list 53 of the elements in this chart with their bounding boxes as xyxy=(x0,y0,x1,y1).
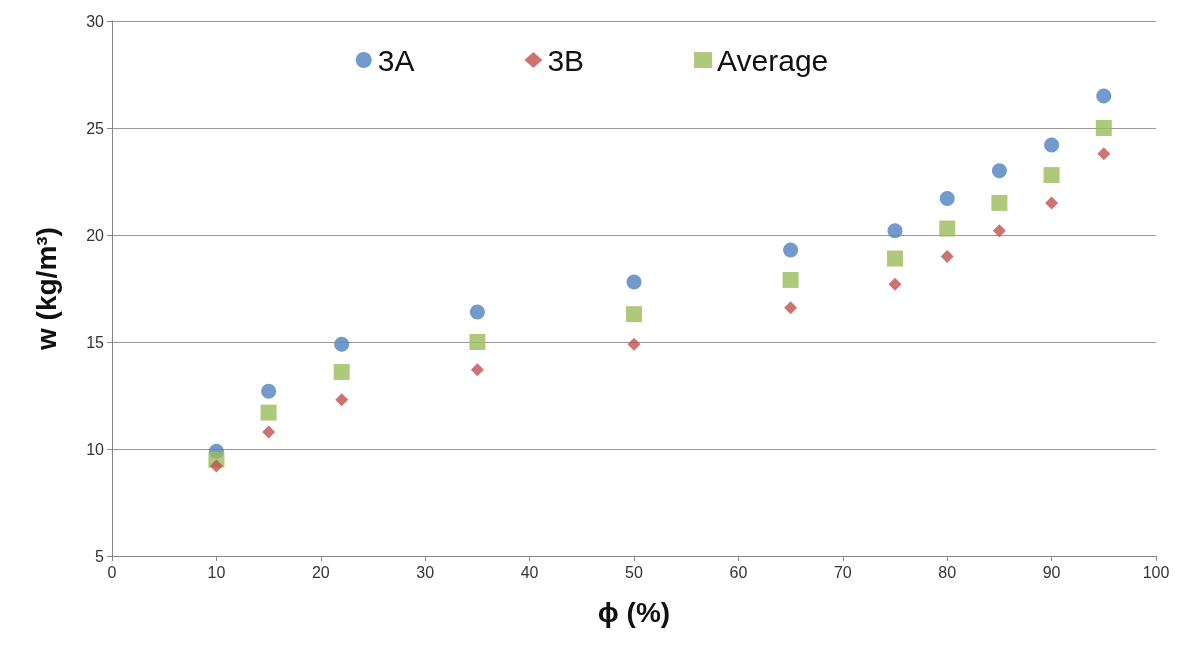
x-tick-label: 90 xyxy=(1042,563,1061,581)
point xyxy=(1045,196,1059,210)
y-tick-label: 30 xyxy=(86,12,105,30)
point xyxy=(333,363,350,380)
point xyxy=(782,271,799,288)
legend-label: Average xyxy=(717,43,829,77)
point xyxy=(1096,88,1112,104)
x-tick-label: 60 xyxy=(729,563,748,581)
legend-label: 3A xyxy=(377,43,415,77)
x-tick-label: 40 xyxy=(520,563,539,581)
point xyxy=(783,242,799,258)
point xyxy=(939,220,956,237)
point xyxy=(261,383,277,399)
point xyxy=(940,249,954,263)
point xyxy=(992,224,1006,238)
point xyxy=(209,459,223,473)
point xyxy=(991,163,1007,179)
point xyxy=(939,191,955,207)
x-tick-label: 70 xyxy=(833,563,852,581)
x-tick-label: 100 xyxy=(1142,563,1170,581)
x-tick-label: 80 xyxy=(938,563,957,581)
x-tick-label: 10 xyxy=(207,563,226,581)
point xyxy=(1043,167,1060,184)
point xyxy=(626,274,642,290)
point xyxy=(991,194,1008,211)
y-tick-label: 10 xyxy=(86,440,105,458)
legend-label: 3B xyxy=(547,43,585,77)
x-tick-label: 0 xyxy=(107,563,117,581)
point xyxy=(470,363,484,377)
y-tick-label: 25 xyxy=(86,119,105,137)
point xyxy=(1044,137,1060,153)
point xyxy=(626,306,642,323)
point xyxy=(784,301,798,315)
y-axis-title: w (kg/m³) xyxy=(30,227,62,351)
point xyxy=(469,334,486,350)
point xyxy=(1095,120,1112,136)
x-axis-title: ϕ (%) xyxy=(597,596,671,628)
point xyxy=(887,223,903,239)
point xyxy=(887,250,903,267)
point xyxy=(335,393,349,407)
point xyxy=(334,336,350,352)
x-tick-label: 20 xyxy=(311,563,330,581)
point xyxy=(262,425,276,439)
y-tick-label: 5 xyxy=(95,547,105,565)
point xyxy=(888,277,902,291)
x-tick-label: 30 xyxy=(416,563,435,581)
point xyxy=(627,337,641,351)
point xyxy=(469,304,485,320)
y-tick-label: 20 xyxy=(86,226,105,244)
point xyxy=(260,404,277,421)
x-tick-label: 50 xyxy=(625,563,643,581)
point xyxy=(1097,147,1111,161)
y-tick-label: 15 xyxy=(86,333,105,351)
